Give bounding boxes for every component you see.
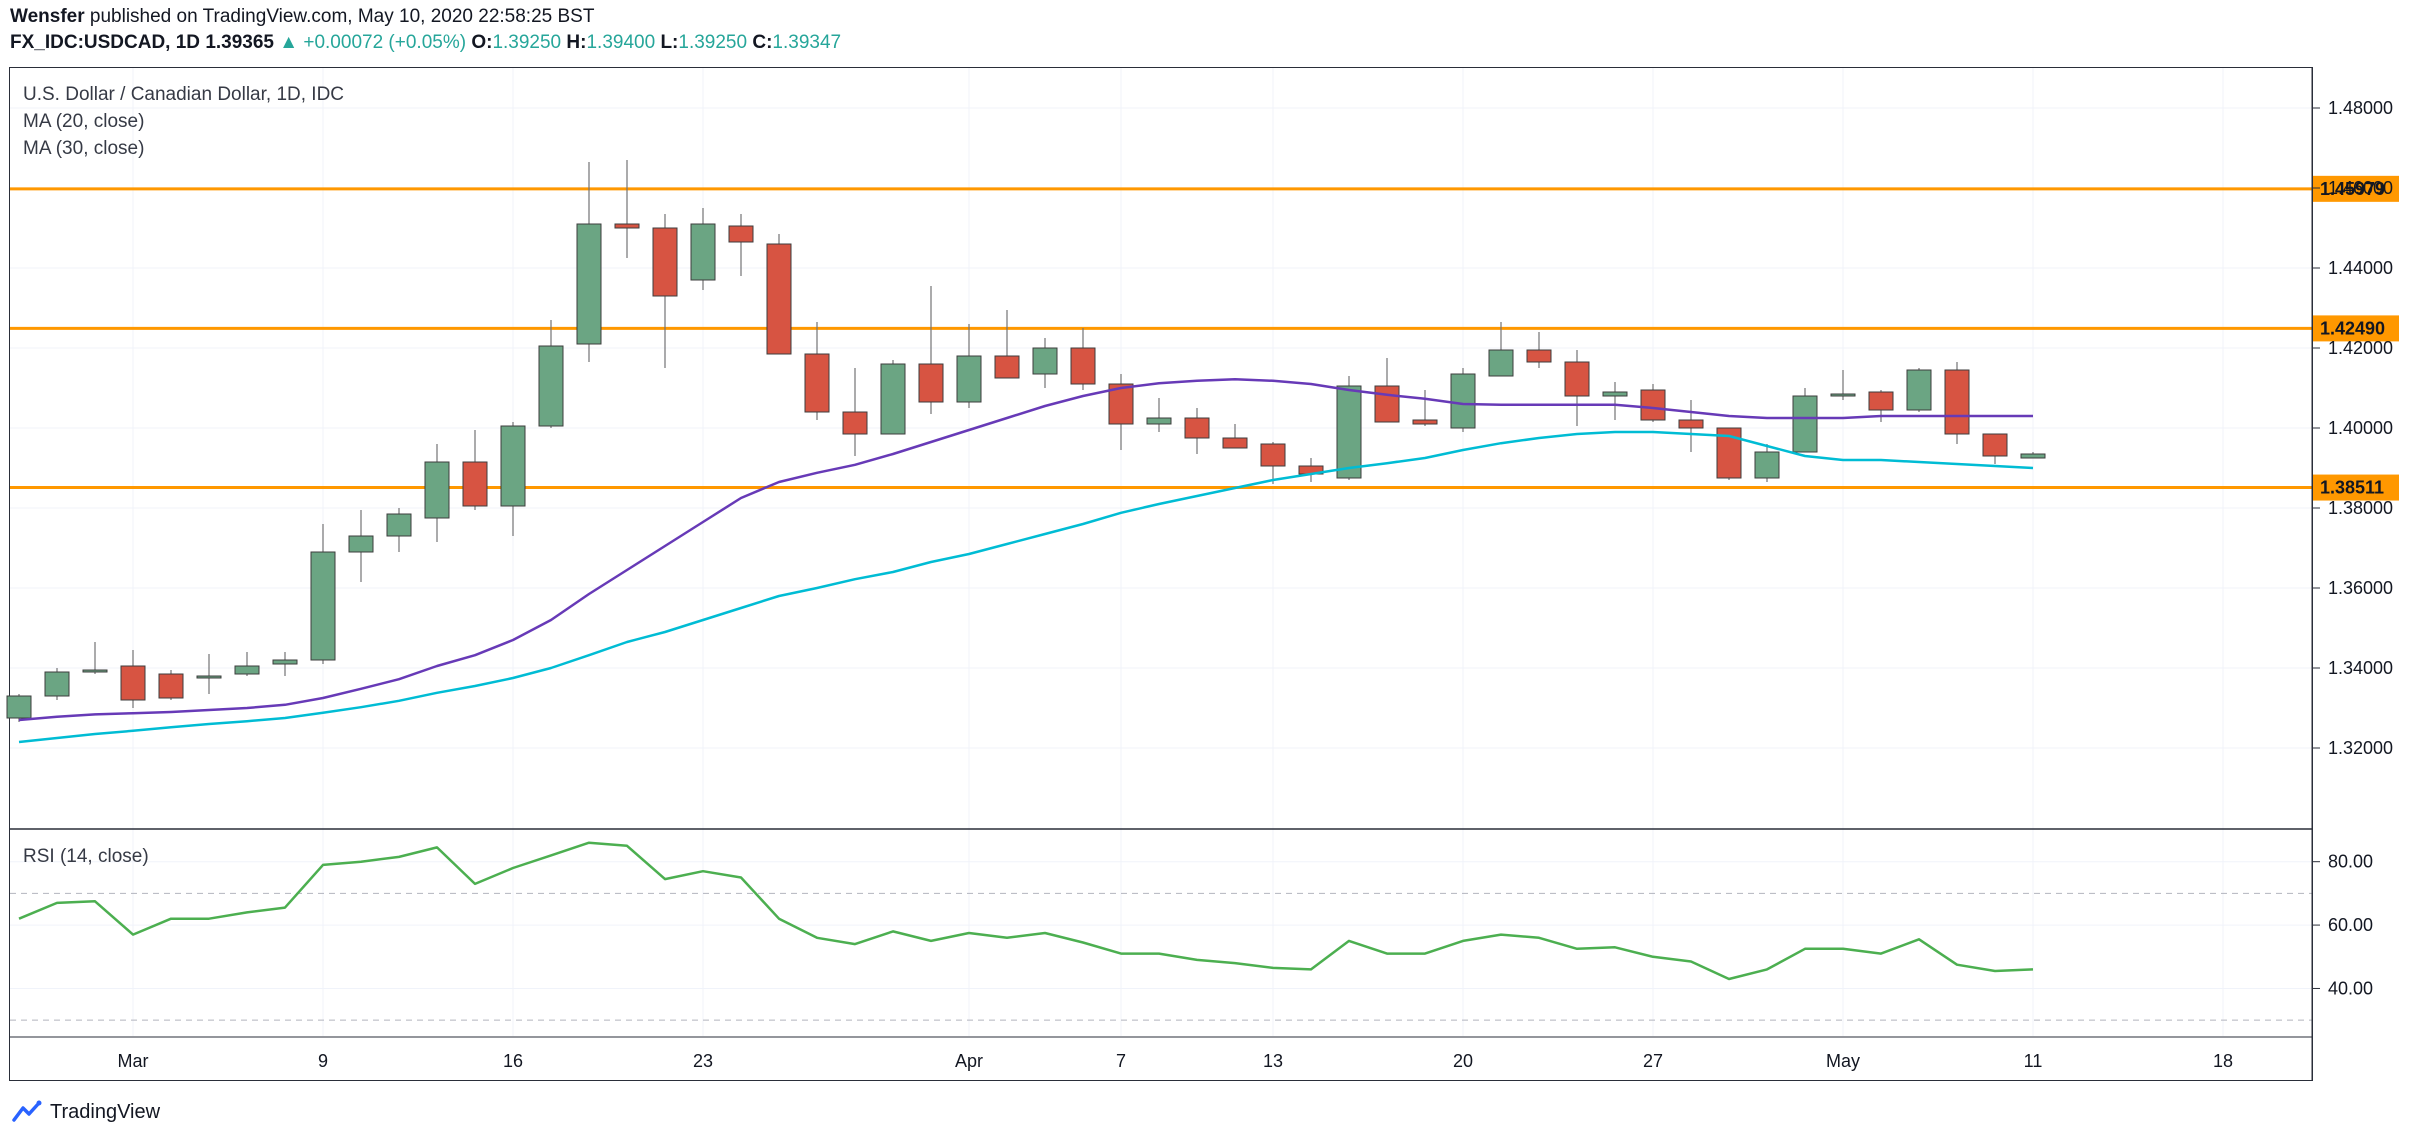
candle-down bbox=[1869, 392, 1893, 410]
candle-down bbox=[1185, 418, 1209, 438]
rsi-tick-label: 80.00 bbox=[2328, 852, 2373, 872]
level-price-label: 1.42490 bbox=[2320, 318, 2385, 338]
time-tick-label: 13 bbox=[1263, 1051, 1283, 1071]
candle-up bbox=[957, 356, 981, 402]
price-tick-label: 1.36000 bbox=[2328, 578, 2393, 598]
candle-up bbox=[311, 552, 335, 660]
time-tick-label: 7 bbox=[1116, 1051, 1126, 1071]
legend-rsi[interactable]: RSI (14, close) bbox=[23, 846, 149, 867]
candle-down bbox=[805, 354, 829, 412]
candle-up bbox=[197, 676, 221, 678]
rsi-tick-label: 40.00 bbox=[2328, 978, 2373, 998]
candle-down bbox=[159, 674, 183, 698]
candle-up bbox=[1337, 386, 1361, 478]
candle-up bbox=[1033, 348, 1057, 374]
time-tick-label: Mar bbox=[118, 1051, 149, 1071]
tradingview-logo-icon[interactable] bbox=[12, 1100, 42, 1124]
candle-down bbox=[843, 412, 867, 434]
candles bbox=[7, 160, 2045, 722]
time-tick-label: 11 bbox=[2024, 1051, 2043, 1071]
candle-up bbox=[539, 346, 563, 426]
candle-up bbox=[2021, 454, 2045, 458]
candle-down bbox=[1983, 434, 2007, 456]
candle-up bbox=[425, 462, 449, 518]
candle-up bbox=[7, 696, 31, 718]
time-tick-label: 18 bbox=[2213, 1051, 2233, 1071]
price-tick-label: 1.44000 bbox=[2328, 258, 2393, 278]
candle-up bbox=[235, 666, 259, 674]
candle-up bbox=[273, 660, 297, 664]
rsi-line bbox=[19, 843, 2033, 979]
axes: 1.48000 1.46000 1.44000 1.42000 1.40000 1.380… bbox=[10, 67, 2393, 1080]
rsi-tick-label: 60.00 bbox=[2328, 915, 2373, 935]
price-tick-label: 1.48000 bbox=[2328, 98, 2393, 118]
price-tick-label: 1.40000 bbox=[2328, 418, 2393, 438]
candle-up bbox=[691, 224, 715, 280]
candle-down bbox=[1565, 362, 1589, 396]
horizontal-levels: 1.45979 1.42490 1.38511 bbox=[10, 176, 2399, 501]
candle-up bbox=[501, 426, 525, 506]
price-tick-label: 1.38000 bbox=[2328, 498, 2393, 518]
candle-down bbox=[653, 228, 677, 296]
candle-up bbox=[45, 672, 69, 696]
candle-down bbox=[1071, 348, 1095, 384]
candle-up bbox=[1603, 392, 1627, 396]
candle-up bbox=[1793, 396, 1817, 452]
candle-down bbox=[615, 224, 639, 228]
candle-up bbox=[577, 224, 601, 344]
legend-ma30[interactable]: MA (30, close) bbox=[23, 138, 144, 159]
time-tick-label: 20 bbox=[1453, 1051, 1473, 1071]
candle-down bbox=[1679, 420, 1703, 428]
price-tick-label: 1.46000 bbox=[2328, 178, 2393, 198]
chart-legend: U.S. Dollar / Canadian Dollar, 1D, IDC M… bbox=[23, 84, 344, 867]
candle-up bbox=[1489, 350, 1513, 376]
candle-down bbox=[767, 244, 791, 354]
candle-up bbox=[881, 364, 905, 434]
candle-down bbox=[919, 364, 943, 402]
candle-down bbox=[463, 462, 487, 506]
candle-down bbox=[1375, 386, 1399, 422]
legend-ma20[interactable]: MA (20, close) bbox=[23, 111, 144, 132]
time-tick-label: May bbox=[1826, 1051, 1860, 1071]
time-tick-label: 23 bbox=[693, 1051, 713, 1071]
candle-down bbox=[1223, 438, 1247, 448]
candle-down bbox=[729, 226, 753, 242]
time-tick-label: Apr bbox=[955, 1051, 983, 1071]
candle-down bbox=[995, 356, 1019, 378]
price-tick-label: 1.32000 bbox=[2328, 738, 2393, 758]
price-tick-label: 1.42000 bbox=[2328, 338, 2393, 358]
candle-up bbox=[83, 670, 107, 672]
candle-down bbox=[1261, 444, 1285, 466]
candle-up bbox=[387, 514, 411, 536]
footer: TradingView bbox=[12, 1097, 160, 1127]
footer-brand[interactable]: TradingView bbox=[50, 1101, 160, 1124]
candle-down bbox=[1413, 420, 1437, 424]
candle-down bbox=[1641, 390, 1665, 420]
price-tick-label: 1.34000 bbox=[2328, 658, 2393, 678]
candle-up bbox=[1831, 394, 1855, 396]
candle-up bbox=[1755, 452, 1779, 478]
legend-title[interactable]: U.S. Dollar / Canadian Dollar, 1D, IDC bbox=[23, 84, 344, 105]
time-tick-label: 27 bbox=[1643, 1051, 1663, 1071]
candle-down bbox=[1527, 350, 1551, 362]
chart-canvas[interactable]: 1.459791.424901.38511 1.480001.460001.44… bbox=[0, 0, 2415, 1139]
candle-up bbox=[1147, 418, 1171, 424]
time-tick-label: 16 bbox=[503, 1051, 523, 1071]
candle-down bbox=[1945, 370, 1969, 434]
time-tick-label: 9 bbox=[318, 1051, 328, 1071]
rsi-pane bbox=[10, 843, 2312, 1020]
candle-up bbox=[349, 536, 373, 552]
candle-up bbox=[1907, 370, 1931, 410]
level-price-label: 1.38511 bbox=[2320, 478, 2384, 498]
candle-up bbox=[1451, 374, 1475, 428]
candle-down bbox=[121, 666, 145, 700]
